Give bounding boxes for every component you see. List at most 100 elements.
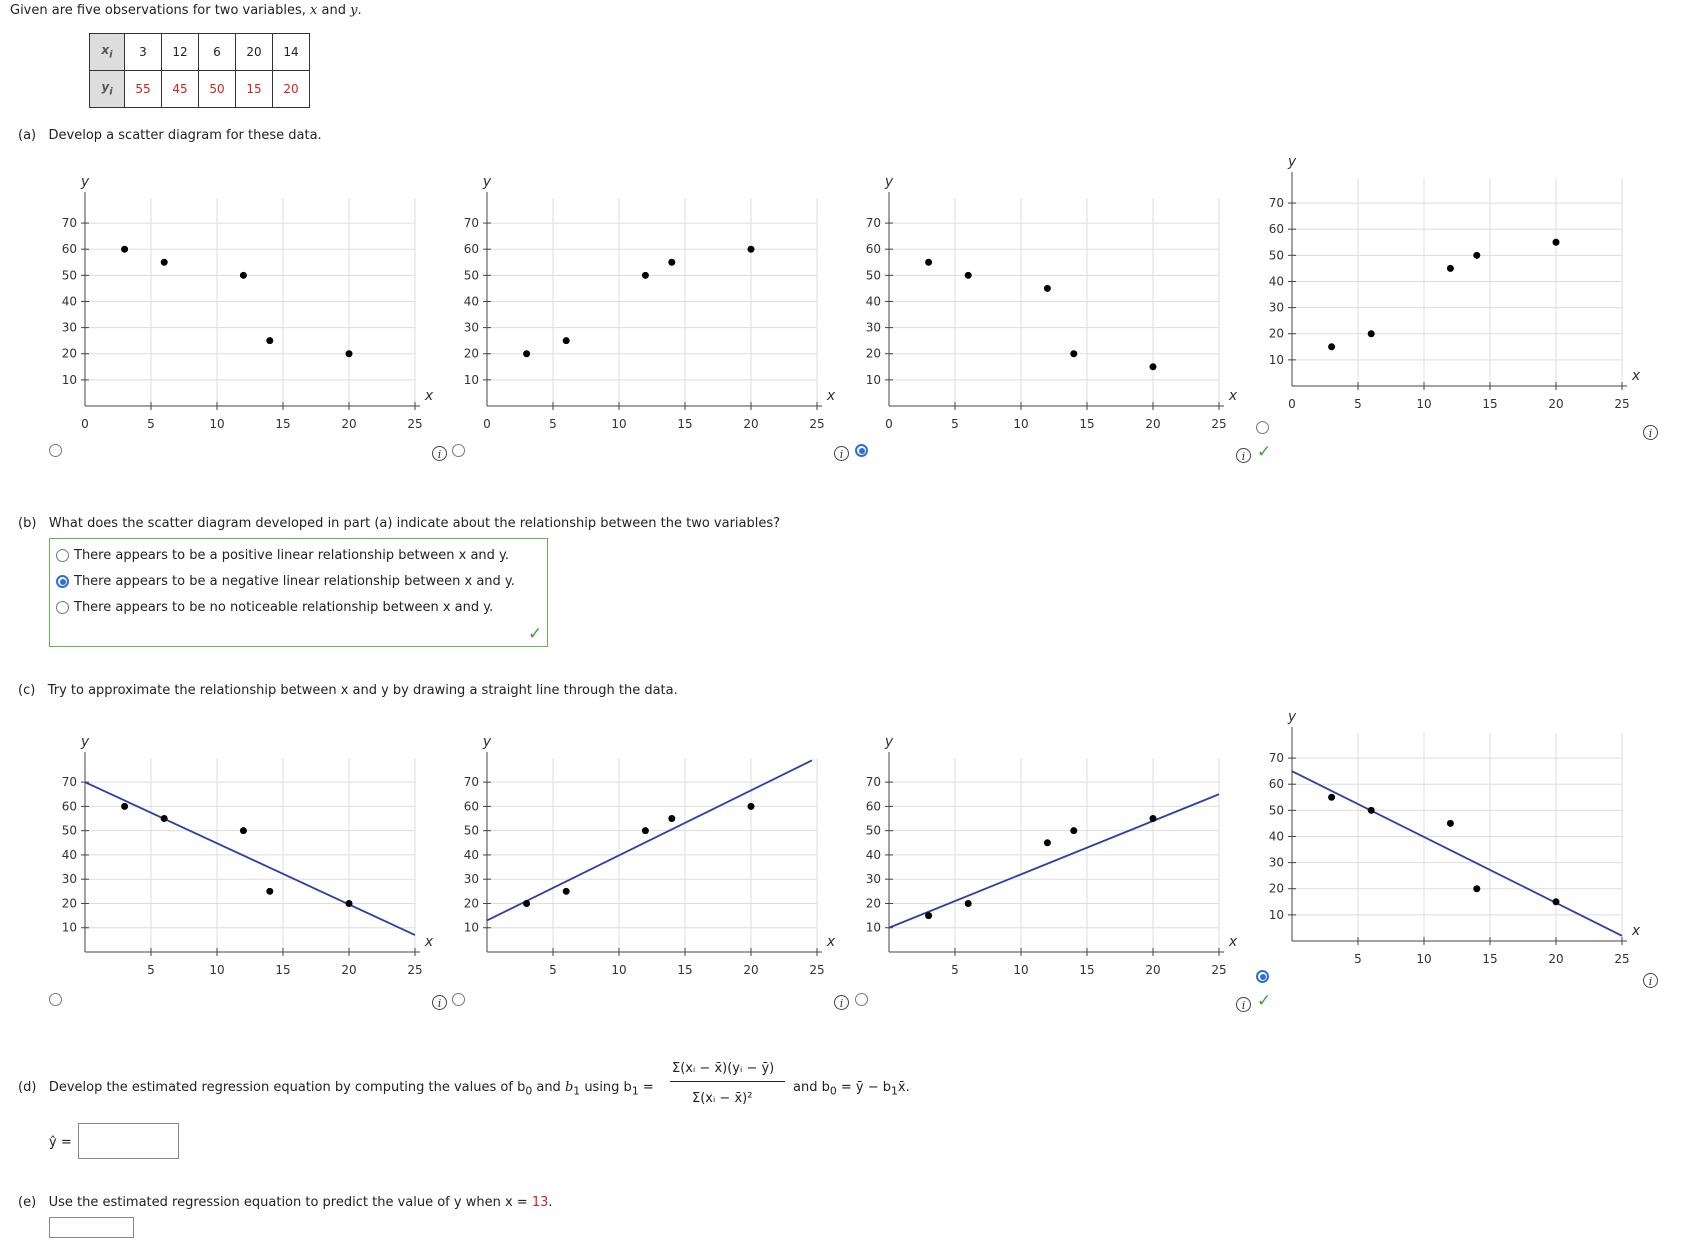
data-point [964, 271, 972, 279]
scatter-chart-a3: 10 20 30 40 50 60 70 0 5 10 15 20 25 y x [866, 174, 1238, 430]
x-tick-label: 5 [147, 417, 155, 430]
y-tick-label: 30 [1269, 301, 1284, 315]
data-point [1043, 284, 1051, 292]
y-axis-label: y [1287, 709, 1297, 725]
info-icon[interactable]: i [1643, 973, 1658, 988]
x-cell: 12 [161, 33, 199, 71]
y-tick-label: 40 [866, 848, 881, 862]
radio-b-option-1[interactable] [56, 549, 69, 562]
y-axis-label: y [1287, 154, 1297, 170]
x-tick-label: 5 [1354, 952, 1362, 965]
y-axis-label: y [482, 734, 492, 750]
data-point [1367, 330, 1375, 338]
info-icon[interactable]: i [834, 446, 849, 461]
info-icon[interactable]: i [1643, 425, 1658, 440]
data-point [1043, 839, 1051, 847]
y-cell: 15 [235, 70, 273, 108]
data-point [266, 337, 274, 345]
radio-b-option-3[interactable] [56, 601, 69, 614]
x-tick-label: 0 [1288, 397, 1296, 410]
info-icon[interactable]: i [1236, 448, 1251, 463]
data-point [239, 271, 247, 279]
y-tick-label: 70 [866, 775, 881, 789]
x-header: xi [89, 33, 125, 71]
y-cell: 20 [272, 70, 310, 108]
y-tick-label: 20 [62, 896, 77, 910]
x-tick-label: 25 [407, 417, 422, 430]
data-point [668, 815, 676, 823]
y-tick-label: 50 [1269, 248, 1284, 262]
radio-b-option-2[interactable] [56, 575, 69, 588]
y-tick-label: 50 [1269, 803, 1284, 817]
y-tick-label: 40 [1269, 829, 1284, 843]
data-point [925, 912, 933, 920]
radio-a-option-4[interactable] [1256, 421, 1269, 434]
y-tick-label: 50 [464, 824, 479, 838]
regression-line [84, 781, 416, 936]
y-tick-label: 50 [866, 268, 881, 282]
radio-a-option-3[interactable] [855, 444, 868, 457]
x-tick-label: 15 [275, 417, 290, 430]
prediction-input[interactable] [49, 1217, 134, 1238]
y-tick-label: 40 [464, 848, 479, 862]
info-icon[interactable]: i [834, 995, 849, 1010]
y-tick-label: 70 [62, 216, 77, 230]
y-tick-label: 70 [1269, 751, 1284, 765]
y-tick-label: 60 [464, 799, 479, 813]
info-icon[interactable]: i [1236, 997, 1251, 1012]
x-tick-label: 5 [549, 417, 557, 430]
y-tick-label: 20 [464, 347, 479, 361]
radio-c-option-1[interactable] [49, 993, 62, 1006]
scatter-chart-a2: 10 20 30 40 50 60 70 0 5 10 15 20 25 y x [464, 174, 836, 430]
data-point [121, 802, 129, 810]
data-point [1552, 898, 1560, 906]
data-point [925, 258, 933, 266]
y-tick-label: 10 [1269, 353, 1284, 367]
y-tick-label: 40 [866, 294, 881, 308]
y-tick-label: 10 [464, 921, 479, 935]
y-tick-label: 30 [464, 321, 479, 335]
y-tick-label: 40 [1269, 274, 1284, 288]
x-tick-label: 25 [809, 963, 824, 975]
x-tick-label: 10 [1013, 417, 1028, 430]
x-tick-label: 25 [1211, 417, 1226, 430]
data-point [1149, 815, 1157, 823]
x-tick-label: 25 [1211, 963, 1226, 975]
y-axis-label: y [482, 174, 492, 190]
info-icon[interactable]: i [432, 446, 447, 461]
data-point [345, 899, 353, 907]
data-point [239, 827, 247, 835]
data-point [1446, 819, 1454, 827]
y-tick-label: 20 [1269, 327, 1284, 341]
data-point [121, 245, 129, 253]
y-tick-label: 20 [866, 896, 881, 910]
radio-a-option-2[interactable] [452, 444, 465, 457]
radio-c-option-2[interactable] [452, 993, 465, 1006]
x-tick-label: 15 [275, 963, 290, 975]
radio-a-option-1[interactable] [49, 444, 62, 457]
data-point [641, 271, 649, 279]
info-icon[interactable]: i [432, 995, 447, 1010]
x-tick-label: 10 [1416, 397, 1431, 410]
y-tick-label: 10 [866, 921, 881, 935]
x-tick-label: 25 [1614, 397, 1629, 410]
y-tick-label: 40 [62, 848, 77, 862]
x-axis-label: x [1631, 368, 1641, 384]
y-tick-label: 70 [464, 216, 479, 230]
y-tick-label: 30 [464, 872, 479, 886]
option-b-3-label: There appears to be no noticeable relati… [74, 600, 494, 615]
radio-c-option-4[interactable] [1256, 970, 1269, 983]
y-tick-label: 70 [464, 775, 479, 789]
y-tick-label: 70 [866, 216, 881, 230]
yhat-input[interactable] [78, 1123, 179, 1159]
y-tick-label: 70 [1269, 196, 1284, 210]
x-tick-label: 0 [81, 417, 89, 430]
y-tick-label: 20 [866, 347, 881, 361]
x-tick-label: 5 [147, 963, 155, 975]
y-tick-label: 60 [464, 242, 479, 256]
x-tick-label: 10 [611, 963, 626, 975]
y-header: yi [89, 70, 125, 108]
data-point [1328, 343, 1336, 351]
x-tick-label: 10 [611, 417, 626, 430]
radio-c-option-3[interactable] [855, 993, 868, 1006]
